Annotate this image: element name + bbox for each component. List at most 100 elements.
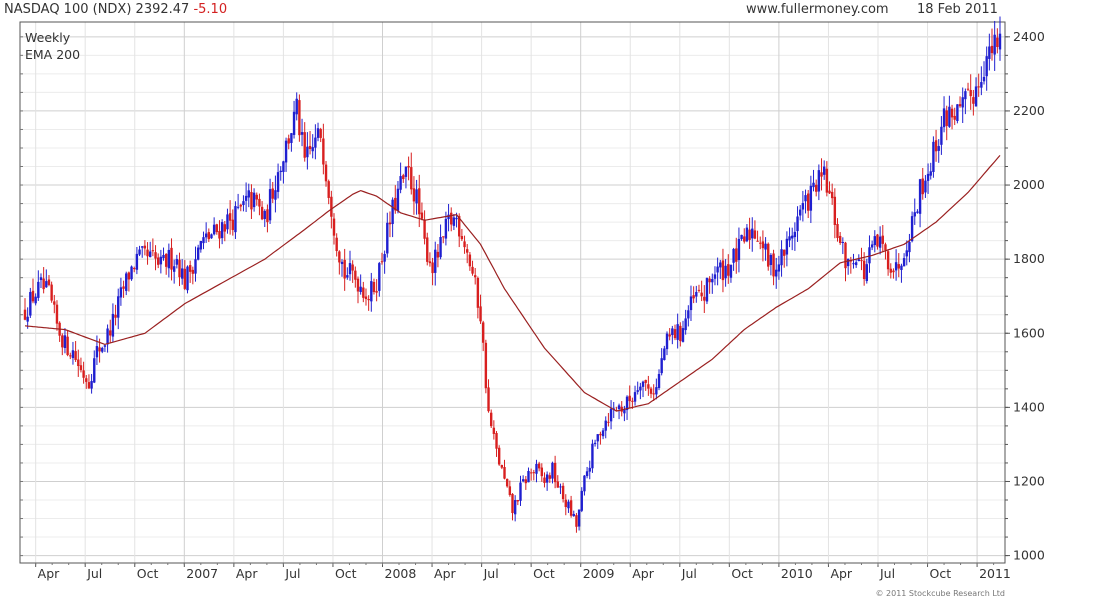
candle [295, 92, 298, 121]
candle [628, 385, 631, 408]
candle [929, 162, 932, 180]
candle-body [591, 443, 594, 469]
candle [378, 261, 381, 297]
candle [151, 238, 155, 257]
candle-body [735, 248, 738, 262]
candle-body [202, 237, 205, 244]
candle-body [487, 387, 490, 412]
candle-body [154, 252, 157, 259]
candle [607, 412, 610, 427]
x-tick-label: Jul [681, 566, 697, 581]
candle [223, 220, 226, 242]
candle [332, 213, 336, 245]
candle [439, 224, 442, 260]
candle [894, 249, 898, 281]
x-tick-label: Apr [236, 566, 258, 581]
candle [993, 20, 996, 71]
candle-body [511, 493, 514, 514]
candle-body [628, 395, 631, 402]
candle [164, 253, 168, 275]
candle [231, 209, 234, 236]
candle-body [31, 290, 35, 302]
candle [138, 245, 141, 257]
candle-body [625, 396, 629, 411]
candle [412, 176, 416, 215]
candle [876, 233, 879, 250]
candle-body [175, 259, 179, 265]
candle [812, 169, 815, 192]
candle [964, 88, 967, 115]
candle-body [583, 475, 586, 492]
candle [188, 260, 192, 283]
candle-body [876, 234, 879, 247]
candle [857, 254, 861, 262]
candle [37, 270, 40, 301]
candle [767, 242, 770, 271]
candle [45, 269, 48, 288]
candle [468, 251, 472, 271]
candle-body [870, 244, 874, 248]
candle-body [388, 222, 392, 225]
candle-body [484, 342, 488, 389]
candle [279, 166, 282, 181]
candle-body [244, 195, 248, 201]
candle [639, 382, 642, 400]
candle-body [977, 86, 980, 88]
candle [671, 325, 674, 345]
candle-body [950, 108, 954, 118]
x-tick-label: 2011 [979, 566, 1011, 581]
candle-body [753, 230, 757, 239]
candle-body [945, 110, 948, 126]
candle-body [825, 168, 829, 193]
candle-body [857, 259, 861, 262]
candle [399, 162, 402, 194]
candle-body [463, 241, 466, 248]
candle-body [111, 313, 115, 337]
candle-body [713, 274, 717, 279]
x-tick-label: Oct [930, 566, 952, 581]
candle-body [364, 296, 368, 300]
candle-body [545, 474, 549, 483]
candle [777, 255, 781, 280]
candle-body [780, 249, 783, 266]
candle-body [868, 247, 871, 264]
candle [359, 274, 362, 295]
candle [260, 201, 264, 221]
candle [87, 374, 91, 389]
candle [255, 192, 258, 206]
candle-body [356, 278, 360, 292]
candle-body [886, 251, 890, 270]
candle [908, 233, 911, 263]
candle-body [186, 266, 189, 291]
candle-body [130, 266, 133, 280]
candle-body [212, 224, 216, 235]
candle-body [191, 269, 195, 274]
candle [396, 181, 400, 214]
candle-body [103, 345, 107, 347]
candle-body [236, 206, 240, 208]
candle [34, 293, 37, 306]
candle-body [55, 304, 59, 324]
candle [143, 240, 147, 256]
site-link[interactable]: www.fullermoney.com [746, 2, 889, 17]
candle [410, 152, 413, 195]
candle [753, 220, 757, 240]
candle [284, 137, 288, 172]
candle-body [378, 263, 381, 291]
candle-body [862, 260, 866, 280]
candle-body [348, 263, 352, 275]
candle [745, 224, 749, 243]
candle-body [466, 249, 469, 253]
candle-body [551, 462, 554, 479]
candle-body [282, 161, 285, 173]
candle [623, 405, 626, 422]
candle [282, 160, 285, 184]
candle-body [503, 467, 506, 479]
candle-body [956, 104, 959, 122]
candle [817, 164, 821, 201]
candle-body [929, 171, 932, 176]
candle [276, 163, 280, 199]
candle-body [410, 167, 413, 190]
candle [386, 212, 389, 258]
candle-body [785, 238, 789, 255]
